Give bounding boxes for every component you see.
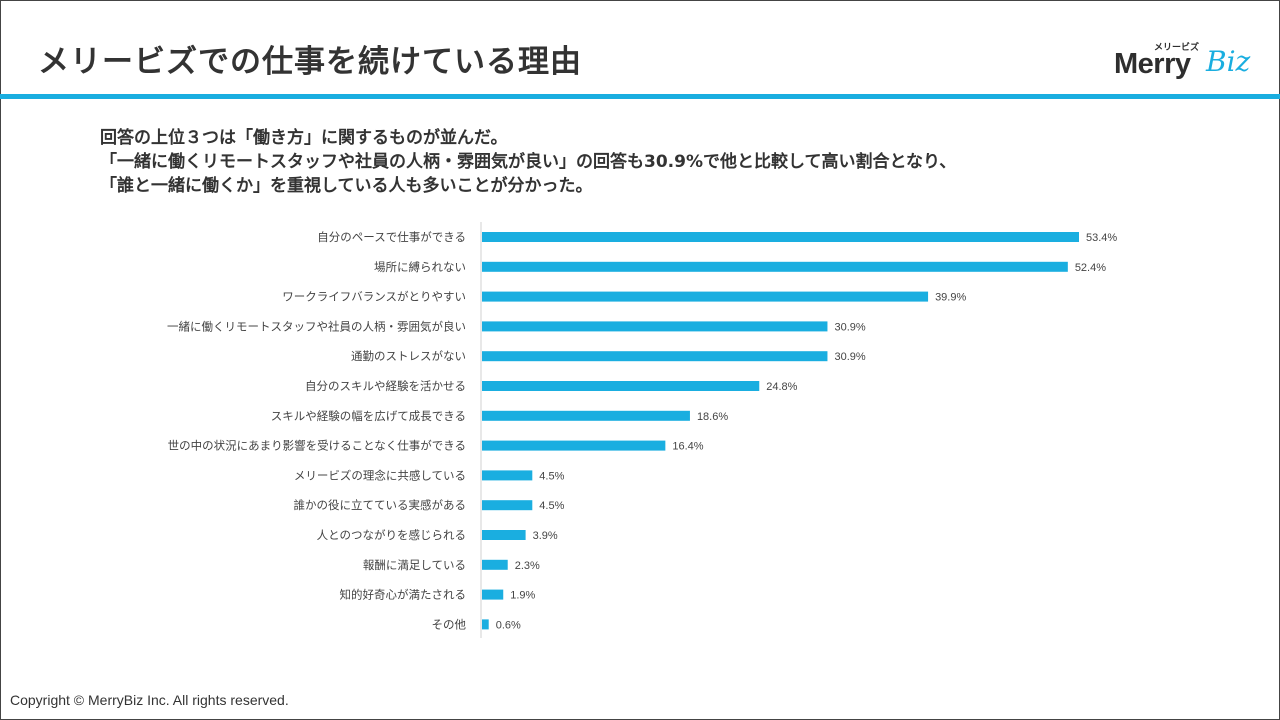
value-label: 18.6% — [697, 411, 728, 423]
bar — [482, 619, 489, 630]
intro-line-3: 「誰と一緒に働くか」を重視している人も多いことが分かった。 — [100, 176, 593, 196]
logo-kana: メリービズ — [1154, 43, 1200, 53]
logo-merry-text: Merry — [1114, 48, 1191, 80]
value-label: 52.4% — [1075, 262, 1106, 274]
bar — [482, 291, 929, 302]
category-label: 知的好奇心が満たされる — [340, 588, 467, 602]
value-label: 4.5% — [539, 470, 564, 482]
bar — [482, 351, 828, 362]
intro-line-2: 「一緒に働くリモートスタッフや社員の人柄・雰囲気が良い」の回答も30.9%で他と… — [100, 152, 957, 172]
value-label: 30.9% — [834, 321, 865, 333]
value-label: 3.9% — [533, 530, 558, 542]
bar — [482, 440, 666, 451]
bar — [482, 559, 508, 570]
bar — [482, 232, 1079, 242]
category-label: 人とのつながりを感じられる — [317, 528, 466, 542]
category-label: 自分のペースで仕事ができる — [317, 230, 466, 244]
category-label: 世の中の状況にあまり影響を受けることなく仕事ができる — [168, 439, 466, 453]
value-label: 24.8% — [766, 381, 797, 393]
copyright-footer: Copyright © MerryBiz Inc. All rights res… — [10, 692, 289, 708]
bar — [482, 261, 1068, 272]
bar — [482, 530, 526, 540]
header-divider — [0, 94, 1280, 99]
value-label: 30.9% — [834, 351, 865, 363]
value-label: 4.5% — [539, 500, 564, 512]
category-label: 一緒に働くリモートスタッフや社員の人柄・雰囲気が良い — [167, 319, 466, 333]
value-label: 1.9% — [510, 590, 535, 602]
value-label: 39.9% — [935, 292, 966, 304]
bar — [482, 470, 533, 481]
bar — [482, 381, 760, 391]
page-title: メリービズでの仕事を続けている理由 — [38, 44, 582, 80]
bar — [482, 500, 533, 511]
category-label: 報酬に満足している — [363, 558, 466, 572]
bar — [482, 321, 828, 332]
category-label: 場所に縛られない — [374, 260, 466, 274]
category-label: スキルや経験の幅を広げて成長できる — [271, 409, 466, 423]
value-label: 2.3% — [515, 560, 540, 572]
category-label: メリービズの理念に共感している — [294, 468, 466, 482]
logo-biz-text: Biz — [1206, 45, 1251, 78]
category-label: 自分のスキルや経験を活かせる — [305, 379, 466, 393]
category-label: その他 — [432, 617, 467, 631]
category-label: ワークライフバランスがとりやすい — [282, 290, 466, 304]
value-label: 0.6% — [496, 619, 521, 631]
merrybiz-logo: メリービズ Merry Biz — [1114, 40, 1264, 82]
value-label: 53.4% — [1086, 232, 1117, 244]
bar — [482, 589, 504, 600]
intro-line-1: 回答の上位３つは「働き方」に関するものが並んだ。 — [100, 128, 508, 148]
category-label: 誰かの役に立てている実感がある — [294, 498, 467, 512]
bar — [482, 410, 690, 421]
category-label: 通勤のストレスがない — [351, 349, 466, 363]
intro-text: 回答の上位３つは「働き方」に関するものが並んだ。 「一緒に働くリモートスタッフや… — [100, 126, 956, 198]
value-label: 16.4% — [672, 441, 703, 453]
